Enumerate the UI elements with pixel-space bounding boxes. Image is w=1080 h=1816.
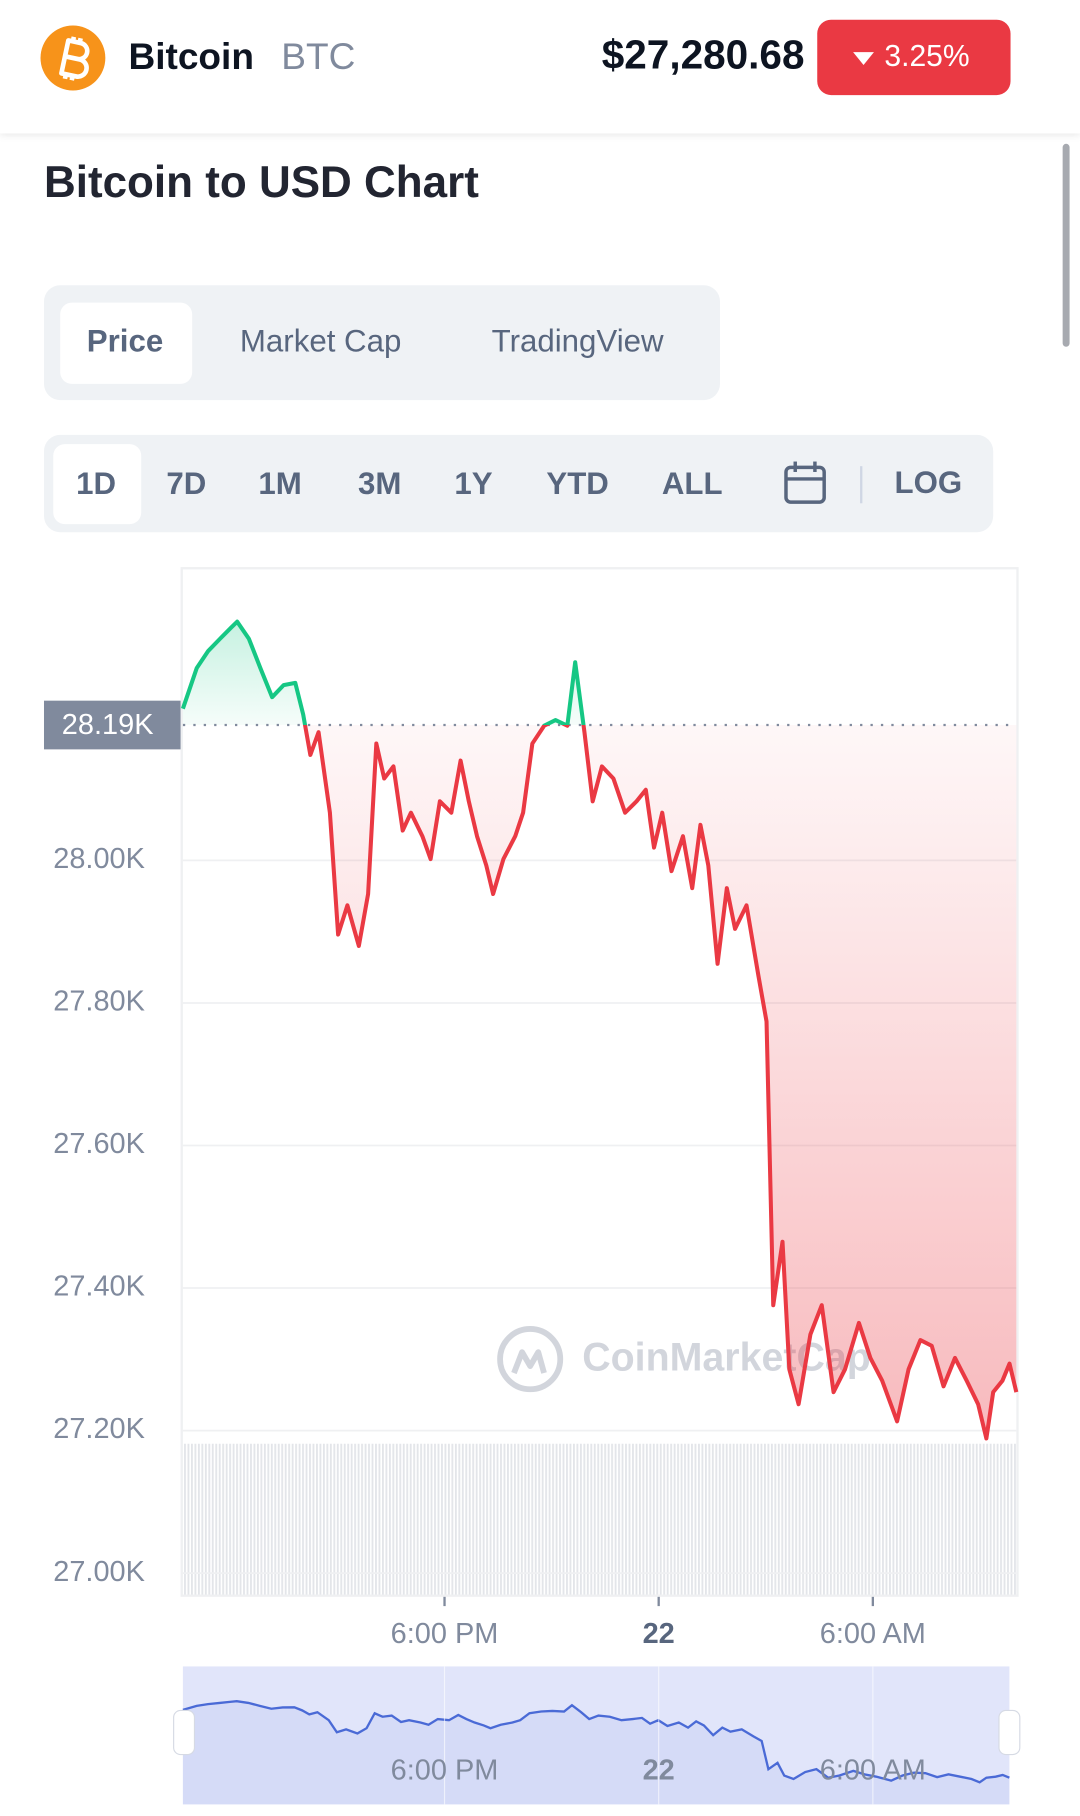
tab-group <box>43 285 721 401</box>
y-tick-label: 27.60K <box>53 1128 145 1160</box>
y-tick-label: 28.00K <box>53 843 145 875</box>
y-tick-label: 27.40K <box>53 1271 145 1303</box>
reference-label-box <box>43 700 181 750</box>
tab-selected <box>60 302 193 384</box>
change-value: 3.25% <box>884 40 969 73</box>
watermark-logo <box>497 1326 564 1393</box>
y-tick-label: 27.00K <box>53 1556 145 1588</box>
y-tick-label: 27.80K <box>53 986 145 1018</box>
x-tick-label: 6:00 PM <box>391 1618 499 1650</box>
navigator-tick-label: 6:00 AM <box>820 1755 926 1787</box>
range-option[interactable]: 1M <box>258 466 301 501</box>
navigator-line <box>182 1700 1010 1784</box>
nav-handle-left[interactable] <box>173 1709 196 1756</box>
scrollbar <box>1062 143 1070 347</box>
reference-label: 28.19K <box>62 709 154 741</box>
navigator <box>182 1666 1010 1805</box>
tab[interactable]: Price <box>87 324 163 359</box>
range-option[interactable]: 7D <box>166 466 206 501</box>
change-pill <box>817 19 1011 96</box>
volume-bars <box>182 1443 1017 1595</box>
navigator-tick-label: 22 <box>643 1755 675 1787</box>
chart-frame <box>180 567 1019 1597</box>
range-option[interactable]: YTD <box>546 466 608 501</box>
price-area <box>182 621 1017 1439</box>
range-bar <box>43 434 994 533</box>
log-toggle[interactable]: LOG <box>895 465 963 500</box>
range-selected <box>53 444 142 525</box>
btc-glyph <box>59 36 90 81</box>
nav-handle-right[interactable] <box>998 1709 1021 1756</box>
coin-price: $27,280.68 <box>602 32 805 78</box>
price-line <box>180 619 1019 1441</box>
x-tick-label: 6:00 AM <box>820 1618 926 1650</box>
navigator-area <box>182 1701 1010 1805</box>
watermark: CoinMarketCap <box>582 1336 871 1380</box>
range-option[interactable]: 1D <box>76 466 116 501</box>
range-option[interactable]: 1Y <box>454 466 492 501</box>
down-triangle <box>853 52 874 65</box>
range-option[interactable]: ALL <box>662 466 723 501</box>
navigator-tick-label: 6:00 PM <box>391 1755 499 1787</box>
coin-symbol: BTC <box>281 35 355 77</box>
range-option[interactable]: 3M <box>358 466 401 501</box>
tab[interactable]: Market Cap <box>240 324 401 359</box>
section-title: Bitcoin to USD Chart <box>44 158 479 207</box>
coin-name: Bitcoin <box>128 35 253 77</box>
x-tick-label: 22 <box>643 1618 675 1650</box>
calendar-button[interactable] <box>784 461 826 504</box>
y-tick-label: 27.20K <box>53 1413 145 1445</box>
tab[interactable]: TradingView <box>492 324 664 359</box>
